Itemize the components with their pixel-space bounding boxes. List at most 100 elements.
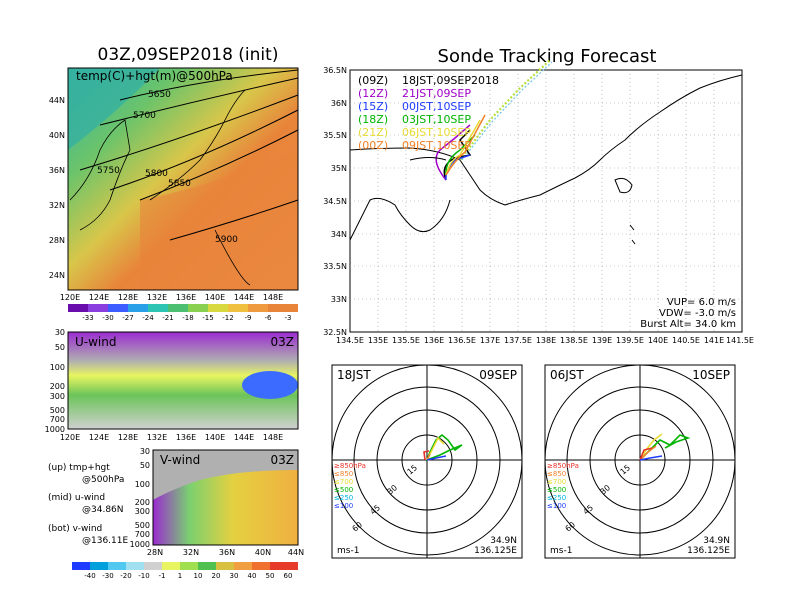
tracking-y-ticks: 36.5N 36N 35.5N 35N 34.5N 34N 33.5N 33N … [323,66,347,337]
y-tick: 50 [55,343,65,352]
x-tick: 136E [424,336,444,345]
y-tick: 50 [140,461,150,470]
x-tick: 140E [205,433,225,442]
cbar-cell [234,562,252,570]
legend-time: (21Z) [358,126,388,139]
track-21z [445,119,481,176]
legend-label: 03JST,10SEP [402,113,471,126]
v-wind-y-ticks: 30 50 100 200 300 500 700 1000 [130,447,150,549]
note-mid-b: @34.86N [82,505,124,515]
coastline-izu [614,177,633,194]
contour-label: 5850 [168,179,191,189]
y-tick: 200 [50,382,65,391]
cbar-cell [216,562,234,570]
u-wind-core [242,371,298,399]
hodo-trace-red [423,450,430,461]
contour-5800 [109,109,299,191]
x-tick: 28N [147,548,163,557]
temperature-colorbar-ticks: -33 -30 -27 -24 -21 -18 -15 -12 -9 -6 -3 [82,314,291,322]
x-tick: 138E [536,336,556,345]
x-tick: 134.5E [336,336,364,345]
y-tick: 34N [331,230,347,239]
y-tick: 28N [49,236,65,245]
contour-5750 [79,94,299,171]
hodo-right-time: 06JST [550,368,584,382]
level-850: ≤850 [334,470,353,478]
cbar-cell [90,562,108,570]
contour-label: 5800 [145,169,168,179]
x-tick: 135.5E [392,336,420,345]
cbar-tick: -27 [122,314,133,322]
cbar-tick: -30 [102,314,113,322]
level-700: ≤700 [334,478,353,486]
warm-region [140,150,298,290]
x-tick: 140E [205,293,225,302]
temperature-map: temp(C)+hgt(m)@500hPa [67,67,299,291]
y-tick: 100 [135,480,150,489]
note-bot-b: @136.11E [82,536,128,546]
cbar-tick: -33 [82,314,93,322]
level-500: ≤500 [547,486,566,494]
y-tick: 36.5N [323,66,347,75]
hodo-trace-blue [639,455,663,461]
cbar-cell [162,562,180,570]
cbar-tick: -12 [222,314,233,322]
cbar-cell [188,304,208,312]
v-wind-panel: V-wind 03Z 30 50 100 200 300 500 700 100… [130,447,304,557]
cbar-tick: -9 [245,314,252,322]
hodo-trace-red [639,447,653,461]
hodo-trace-blue [426,455,447,461]
x-tick: 144E [234,293,254,302]
contour-5650 [119,69,299,101]
info-vdw: VDW= -3.0 m/s [659,308,736,319]
coastline-islands [214,229,251,286]
y-tick: 40N [49,131,65,140]
hodo-right-lon: 136.125E [687,546,730,556]
track-upper-cyan [461,61,553,161]
cbar-cell [270,562,298,570]
y-tick: 33.5N [323,262,347,271]
cbar-tick: -20 [120,572,131,580]
cbar-cell [126,562,144,570]
level-850: ≤850 [547,470,566,478]
cbar-cell [68,304,88,312]
cbar-tick: 1 [178,572,182,580]
x-tick: 138.5E [560,336,588,345]
tracking-grid [350,70,742,332]
note-bot-a: (bot) v-wind [48,524,102,534]
contour-5850 [139,129,299,201]
cbar-cell [148,304,168,312]
cbar-tick: -15 [202,314,213,322]
x-tick: 136E [176,293,196,302]
tracking-title: Sonde Tracking Forecast [438,46,657,67]
cbar-tick: -18 [182,314,193,322]
contour-label: 5650 [148,90,171,100]
x-tick: 128E [118,433,138,442]
contour-5700 [99,77,299,126]
tracking-info: VUP= 6.0 m/s VDW= -3.0 m/s Burst Alt= 34… [640,297,736,330]
track-18z [445,134,476,176]
legend-time: (12Z) [358,87,388,100]
legend-entry-12z: (12Z) 21JST,09SEP [358,87,471,100]
level-100: ≤100 [547,502,566,510]
v-wind-upper [153,450,298,500]
legend-entry-18z: (18Z) 03JST,10SEP [358,113,471,126]
contour-label: 5900 [215,235,238,245]
cbar-cell [128,304,148,312]
v-wind-x-ticks: 28N 32N 36N 40N 44N [147,548,304,557]
y-tick: 34.5N [323,197,347,206]
note-up-a: (up) tmp+hgt [48,463,110,473]
cbar-cell [208,304,228,312]
y-tick: 700 [135,530,150,539]
coastline-islets [629,224,636,245]
y-tick: 100 [50,363,65,372]
x-tick: 140E [648,336,668,345]
x-tick: 141E [704,336,724,345]
temperature-colorbar: -33 -30 -27 -24 -21 -18 -15 -12 -9 -6 -3 [68,304,298,322]
legend-entry-21z: (21Z) 06JST,10SEP [358,126,471,139]
cbar-cell [88,304,108,312]
cbar-cell [108,562,126,570]
y-tick: 33N [331,295,347,304]
legend-entry-09z: (09Z) 18JST,09SEP2018 [358,74,499,87]
